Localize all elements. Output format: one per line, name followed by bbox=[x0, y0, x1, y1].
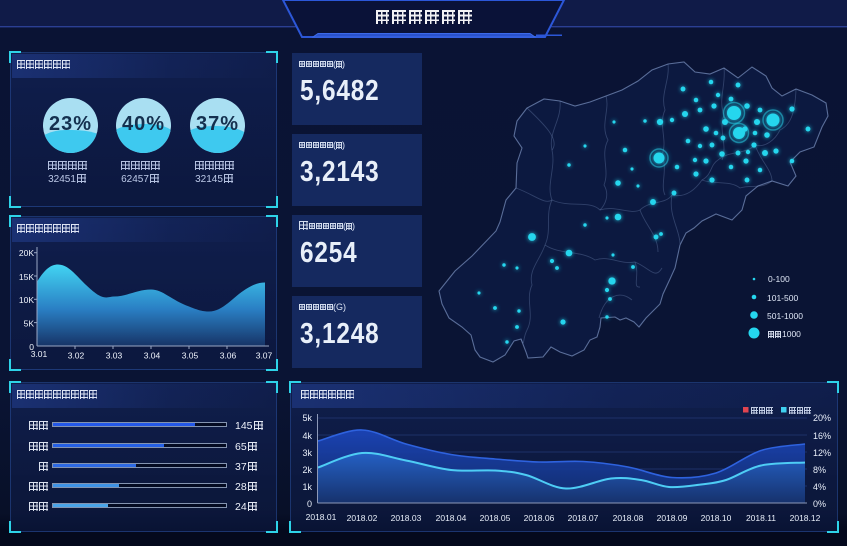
svg-text:2018.05: 2018.05 bbox=[480, 513, 511, 523]
svg-text:2018.02: 2018.02 bbox=[347, 513, 378, 523]
svg-text:3.02: 3.02 bbox=[68, 351, 85, 361]
svg-text:20K: 20K bbox=[19, 248, 34, 258]
svg-text:3.05: 3.05 bbox=[182, 351, 199, 361]
svg-text:3.03: 3.03 bbox=[106, 351, 123, 361]
svg-text:5K: 5K bbox=[24, 319, 35, 329]
svg-text:2k: 2k bbox=[302, 465, 312, 475]
svg-text:501-1000: 501-1000 bbox=[767, 311, 803, 321]
svg-text:0-100: 0-100 bbox=[768, 274, 790, 284]
svg-text:1k: 1k bbox=[302, 482, 312, 492]
svg-text:2018.04: 2018.04 bbox=[436, 513, 467, 523]
svg-text:0%: 0% bbox=[813, 499, 826, 509]
svg-text:3.06: 3.06 bbox=[220, 351, 237, 361]
svg-text:2018.12: 2018.12 bbox=[790, 513, 821, 523]
svg-text:0: 0 bbox=[307, 499, 312, 509]
svg-text:3.01: 3.01 bbox=[31, 349, 48, 359]
svg-text:2018.09: 2018.09 bbox=[657, 513, 688, 523]
svg-text:2018.06: 2018.06 bbox=[524, 513, 555, 523]
svg-text:2018.01: 2018.01 bbox=[306, 512, 337, 522]
svg-text:3.04: 3.04 bbox=[144, 351, 161, 361]
svg-text:0: 0 bbox=[29, 342, 34, 352]
svg-text:20%: 20% bbox=[813, 413, 831, 423]
svg-text:8%: 8% bbox=[813, 465, 826, 475]
svg-text:2018.03: 2018.03 bbox=[391, 513, 422, 523]
svg-text:15K: 15K bbox=[19, 272, 34, 282]
svg-text:2018.07: 2018.07 bbox=[568, 513, 599, 523]
svg-text:2018.10: 2018.10 bbox=[701, 513, 732, 523]
svg-text:4k: 4k bbox=[302, 431, 312, 441]
svg-text:101-500: 101-500 bbox=[767, 293, 798, 303]
svg-text:10K: 10K bbox=[19, 295, 34, 305]
svg-text:16%: 16% bbox=[813, 431, 831, 441]
svg-text:2018.11: 2018.11 bbox=[746, 513, 776, 523]
svg-text:3.07: 3.07 bbox=[256, 351, 273, 361]
svg-text:3k: 3k bbox=[302, 448, 312, 458]
svg-text:12%: 12% bbox=[813, 448, 831, 458]
svg-text:4%: 4% bbox=[813, 482, 826, 492]
svg-text:2018.08: 2018.08 bbox=[613, 513, 644, 523]
svg-text:5k: 5k bbox=[302, 413, 312, 423]
